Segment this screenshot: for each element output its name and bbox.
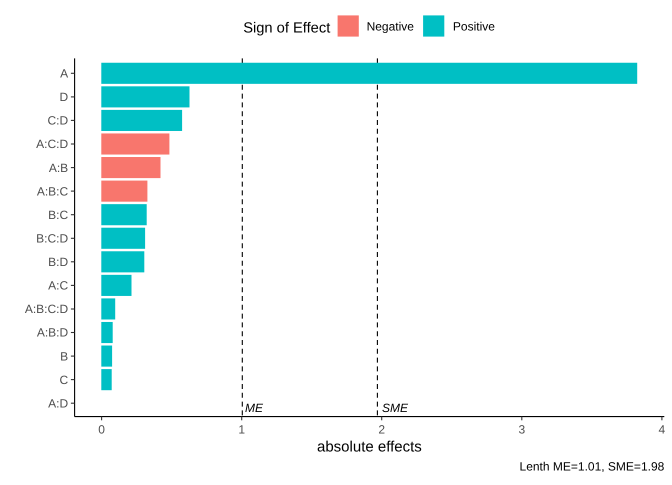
- svg-text:A:B:C: A:B:C: [37, 184, 69, 198]
- svg-text:B:D: B:D: [48, 255, 68, 269]
- svg-text:C: C: [60, 373, 69, 387]
- svg-text:A:B:D: A:B:D: [37, 326, 69, 340]
- svg-text:2: 2: [378, 423, 385, 437]
- svg-text:Negative: Negative: [367, 20, 415, 34]
- svg-text:A:C:D: A:C:D: [36, 137, 68, 151]
- svg-text:Sign of Effect: Sign of Effect: [243, 21, 330, 37]
- svg-text:4: 4: [659, 423, 666, 437]
- svg-text:0: 0: [98, 423, 105, 437]
- svg-text:absolute effects: absolute effects: [317, 439, 422, 456]
- svg-text:B:C:D: B:C:D: [36, 232, 68, 246]
- svg-text:Lenth ME=1.01, SME=1.98: Lenth ME=1.01, SME=1.98: [520, 459, 665, 473]
- svg-text:1: 1: [238, 423, 245, 437]
- svg-text:A:B:C:D: A:B:C:D: [25, 302, 69, 316]
- svg-text:D: D: [60, 90, 69, 104]
- svg-text:A:B: A:B: [49, 161, 68, 175]
- svg-text:A:D: A:D: [48, 396, 68, 410]
- svg-text:B: B: [60, 349, 68, 363]
- svg-text:3: 3: [518, 423, 525, 437]
- svg-text:SME: SME: [382, 401, 409, 415]
- svg-text:ME: ME: [245, 401, 264, 415]
- svg-text:C:D: C:D: [48, 114, 69, 128]
- svg-text:B:C: B:C: [48, 208, 68, 222]
- svg-text:A: A: [60, 67, 68, 81]
- svg-text:A:C: A:C: [48, 279, 68, 293]
- svg-text:Positive: Positive: [453, 20, 495, 34]
